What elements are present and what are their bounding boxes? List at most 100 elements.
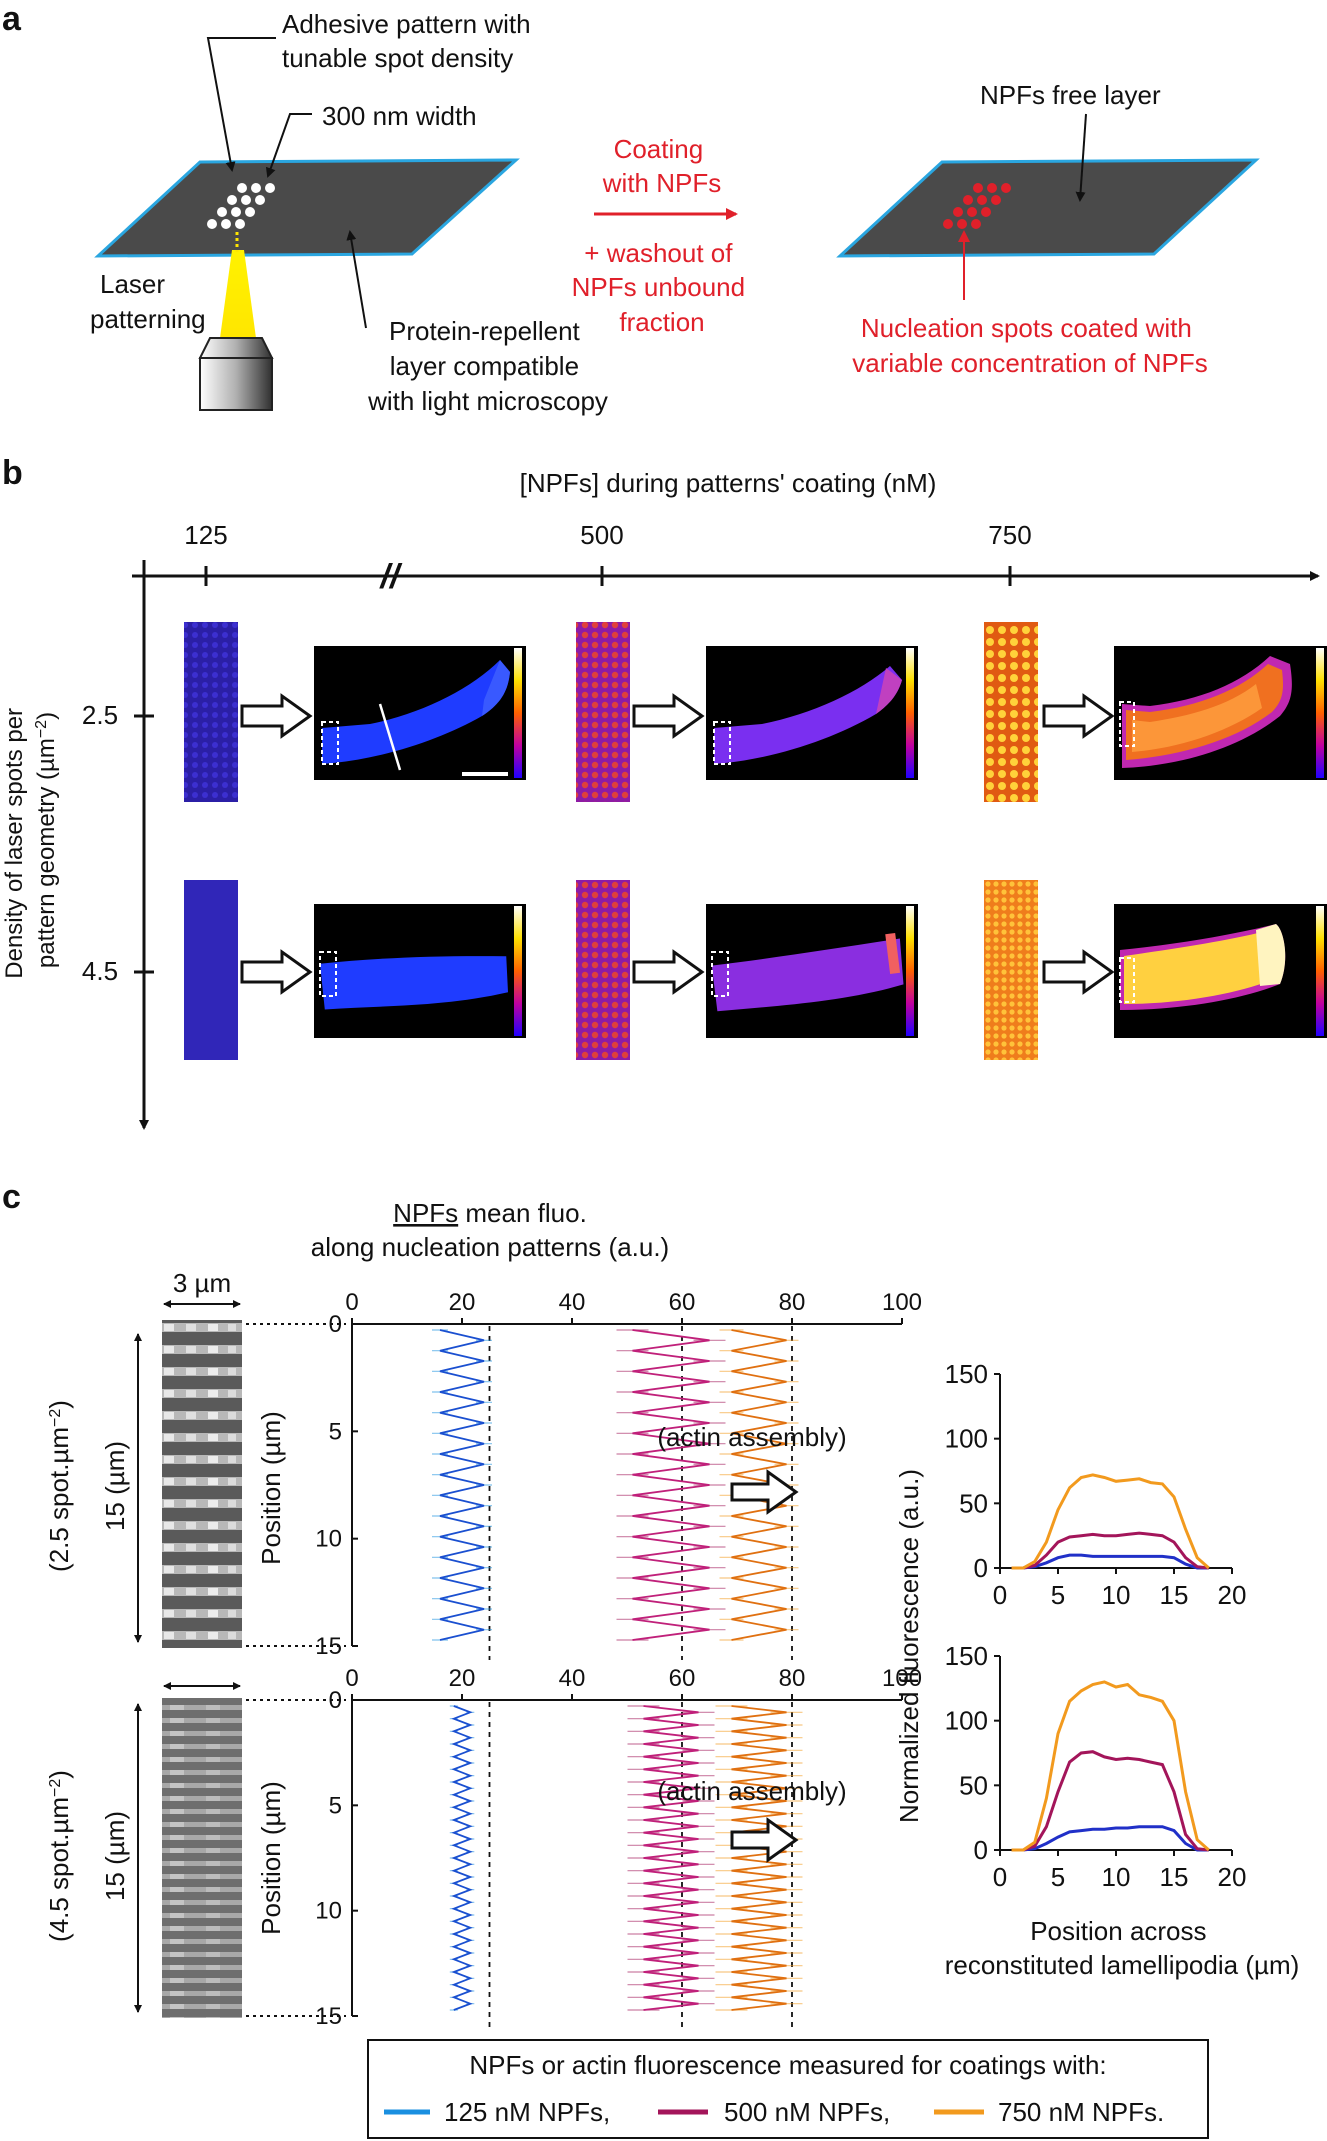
coating-label: Coating with NPFs xyxy=(602,134,721,198)
actin-x-tick: 0 xyxy=(993,1580,1007,1610)
spots-label: Nucleation spots coated with variable co… xyxy=(852,313,1208,378)
adhesive-dots xyxy=(207,183,275,229)
height-label-top: 15 (µm) xyxy=(100,1441,130,1531)
actin-assembly-label-top: (actin assembly) xyxy=(657,1422,846,1452)
npf-trace-1 xyxy=(627,1705,715,2011)
panel-c-letter: c xyxy=(2,1178,21,1216)
x-tick-750: 750 xyxy=(988,520,1031,550)
actin-x-tick: 5 xyxy=(1051,1862,1065,1892)
npf-y-tick: 10 xyxy=(315,1526,342,1553)
position-label-top: Position (µm) xyxy=(256,1411,286,1565)
lamellipodium-125-row1 xyxy=(314,646,526,780)
actin-x-tick: 20 xyxy=(1218,1862,1247,1892)
actin-y-tick: 0 xyxy=(974,1553,988,1583)
npf-x-tick: 100 xyxy=(882,1289,922,1316)
pattern-750-row2 xyxy=(984,880,1038,1060)
actin-assembly-label-bottom: (actin assembly) xyxy=(657,1776,846,1806)
legend-title: NPFs or actin fluorescence measured for … xyxy=(469,2050,1106,2080)
right-x-axis-label: Position across reconstituted lamellipod… xyxy=(945,1916,1300,1980)
npf-x-tick: 0 xyxy=(345,1289,358,1316)
npf-x-tick: 80 xyxy=(779,1289,806,1316)
npf-x-tick: 60 xyxy=(669,1289,696,1316)
objective-body xyxy=(199,357,273,411)
panel-c: c NPFs mean fluo. along nucleation patte… xyxy=(2,1178,1300,2139)
density-label-bottom: (4.5 spot.µm−2) xyxy=(44,1770,74,1942)
series-line-2 xyxy=(1011,1473,1210,1570)
lamellipodium-500-row2 xyxy=(706,904,918,1038)
repellent-label: Protein-repellent layer compatible with … xyxy=(367,316,608,416)
actin-y-tick: 0 xyxy=(974,1835,988,1865)
npf-y-tick: 0 xyxy=(329,1687,342,1714)
pattern-500-row1 xyxy=(576,622,630,802)
axis-break-mark: // xyxy=(379,558,403,596)
legend: NPFs or actin fluorescence measured for … xyxy=(367,2039,1209,2139)
series-line-0 xyxy=(1011,1553,1209,1570)
red-nucleation-dots xyxy=(943,183,1011,229)
actin-y-tick: 150 xyxy=(945,1359,988,1389)
objective-top xyxy=(198,337,274,359)
npf-y-tick: 0 xyxy=(329,1311,342,1338)
transition-arrows xyxy=(240,693,1115,995)
actin-y-tick: 150 xyxy=(945,1641,988,1671)
npf-x-tick: 20 xyxy=(449,1665,476,1692)
right-substrate xyxy=(836,158,1260,258)
pattern-125-row1 xyxy=(184,622,238,802)
actin-y-tick: 50 xyxy=(959,1488,988,1518)
laser-label: Laser patterning xyxy=(90,269,206,334)
npf-plot-1: 0 20 40 60 80 100 0 5 10 15 xyxy=(315,1289,922,1660)
x-tick-125: 125 xyxy=(184,520,227,550)
laser-beam xyxy=(220,250,256,338)
height-label-bottom: 15 (µm) xyxy=(100,1811,130,1901)
legend-item-500: 500 nM NPFs, xyxy=(724,2097,890,2127)
actin-x-tick: 15 xyxy=(1160,1862,1189,1892)
width-label: 300 nm width xyxy=(322,101,477,131)
position-label-bottom: Position (µm) xyxy=(256,1781,286,1935)
left-substrate xyxy=(94,158,520,258)
npf-x-tick: 0 xyxy=(345,1665,358,1692)
lamellipodium-500-row1 xyxy=(706,646,918,780)
scale-bar-label: 3 µm xyxy=(173,1268,231,1298)
npf-y-tick: 10 xyxy=(315,1898,342,1925)
series-line-1 xyxy=(1011,1750,1209,1852)
npf-y-tick: 5 xyxy=(329,1418,342,1445)
free-layer-label: NPFs free layer xyxy=(980,80,1161,110)
npf-y-tick: 15 xyxy=(315,2003,342,2030)
npf-trace-0 xyxy=(449,1705,475,2011)
actin-x-tick: 5 xyxy=(1051,1580,1065,1610)
actin-y-tick: 100 xyxy=(945,1424,988,1454)
series-line-0 xyxy=(1011,1825,1209,1852)
legend-item-750: 750 nM NPFs. xyxy=(998,2097,1164,2127)
panel-a-letter: a xyxy=(2,0,22,38)
lamellipodium-125-row2 xyxy=(314,904,526,1038)
series-line-2 xyxy=(1011,1680,1210,1852)
actin-y-tick: 50 xyxy=(959,1770,988,1800)
pattern-750-row1 xyxy=(984,622,1038,802)
panel-b-letter: b xyxy=(2,454,23,492)
npf-x-tick: 40 xyxy=(559,1289,586,1316)
gray-pattern-bottom xyxy=(162,1698,242,2018)
npf-trace-2 xyxy=(715,1705,803,2011)
lamellipodium-750-row1 xyxy=(1114,646,1327,780)
x-axis-title: [NPFs] during patterns' coating (nM) xyxy=(520,468,937,498)
actin-chart-2: 0 50 100 150 0 5 10 15 20 xyxy=(945,1641,1247,1892)
density-label-top: (2.5 spot.µm−2) xyxy=(44,1400,74,1572)
npf-x-tick: 100 xyxy=(882,1665,922,1692)
npf-trace-1 xyxy=(616,1329,726,1641)
legend-item-125: 125 nM NPFs, xyxy=(444,2097,610,2127)
pattern-125-row2 xyxy=(184,880,238,1060)
y-axis-title: Density of laser spots per pattern geome… xyxy=(1,701,60,978)
actin-x-tick: 20 xyxy=(1218,1580,1247,1610)
panel-b: b [NPFs] during patterns' coating (nM) 1… xyxy=(1,454,1327,1130)
npf-y-tick: 15 xyxy=(315,1633,342,1660)
actin-x-tick: 10 xyxy=(1102,1862,1131,1892)
actin-y-tick: 100 xyxy=(945,1706,988,1736)
panel-a: a Adhesive pattern with tunable spot den… xyxy=(2,0,1260,416)
npf-x-tick: 80 xyxy=(779,1665,806,1692)
pattern-500-row2 xyxy=(576,880,630,1060)
actin-x-tick: 15 xyxy=(1160,1580,1189,1610)
c-title-line1: NPFs mean fluo. xyxy=(393,1198,587,1228)
actin-chart-1: 0 50 100 150 0 5 10 15 20 xyxy=(945,1359,1247,1610)
npf-x-tick: 40 xyxy=(559,1665,586,1692)
npf-trace-0 xyxy=(432,1329,492,1641)
